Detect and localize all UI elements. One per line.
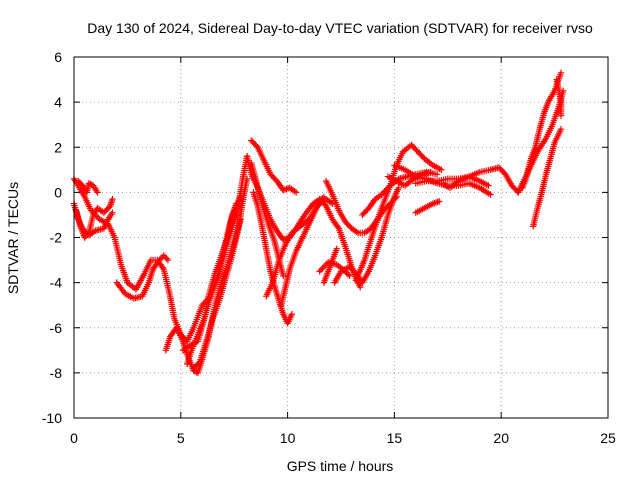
series-satellite-track-30 [553,76,565,119]
data-point-marker [200,300,207,307]
x-tick-label: 0 [70,430,78,446]
data-point-marker [500,169,508,177]
data-point-marker [87,207,95,214]
y-tick-label: -2 [50,230,63,246]
data-point-marker [161,253,169,261]
data-point-marker [395,184,402,192]
data-point-marker [253,142,260,150]
x-tick-label: 25 [600,430,616,446]
series-satellite-track-15 [277,193,328,309]
data-point-marker [82,232,90,240]
data-point-marker [334,223,341,231]
data-point-marker [164,256,172,264]
x-tick-label: 20 [493,430,509,446]
series-satellite-track-25 [438,173,492,192]
series-satellite-track-26 [412,198,443,216]
series-satellite-track-20 [352,141,445,284]
data-point-marker [557,126,565,133]
y-tick-label: 4 [54,94,62,110]
data-point-marker [344,271,352,278]
data-point-marker [487,191,494,198]
data-point-marker [316,198,323,205]
series-satellite-track-4 [75,177,101,196]
data-point-marker [195,359,202,367]
data-point-marker [316,268,323,275]
series-satellite-track-5 [113,252,172,302]
series-satellite-track-22 [384,168,434,189]
plot-frame [73,56,609,419]
series-satellite-track-8 [179,193,244,354]
series-satellite-track-19 [331,184,402,286]
y-tick-label: -8 [50,365,63,381]
series-satellite-track-9 [190,175,251,372]
data-point-marker [81,234,88,241]
data-point-marker [85,180,93,187]
data-point-marker [379,189,387,197]
data-point-marker [385,183,392,191]
x-tick-label: 10 [280,430,296,446]
series-satellite-track-3 [72,195,116,241]
data-point-marker [160,252,167,259]
data-point-marker [357,283,364,291]
data-point-marker [438,166,445,174]
y-tick-label: -4 [50,275,63,291]
data-point-marker [94,189,101,196]
series-satellite-track-28 [530,126,565,230]
y-axis-label: SDTVAR / TECUs [5,182,21,294]
data-point-marker [436,198,443,205]
y-tick-label: 2 [54,139,62,155]
data-point-marker [333,245,340,252]
data-point-marker [109,195,116,203]
data-point-marker [76,179,83,186]
data-point-marker [557,69,565,76]
data-point-marker [320,263,328,271]
data-point-marker [427,168,434,176]
data-marks [70,69,567,377]
data-point-marker [163,255,170,262]
series-satellite-track-17 [320,245,340,286]
x-tick-label: 15 [387,430,403,446]
series-satellite-track-24 [412,164,522,196]
data-point-marker [384,185,391,192]
data-point-marker [317,266,325,274]
data-point-marker [346,272,353,280]
data-point-marker [84,231,91,238]
chart-title: Day 130 of 2024, Sidereal Day-to-day VTE… [87,20,593,36]
x-tick-label: 5 [177,430,185,446]
data-point-marker [557,112,565,119]
data-point-marker [382,186,390,194]
data-point-marker [433,171,441,178]
data-point-marker [320,193,328,201]
data-point-marker [75,177,82,185]
data-point-marker [485,182,492,189]
data-point-marker [198,301,206,309]
y-tick-label: 6 [54,49,62,65]
data-point-marker [280,272,287,280]
tick-labels: 0 5 10 15 20 25 -10 -8 -6 -4 -2 0 2 4 6 [42,49,616,446]
data-point-marker [317,196,325,204]
x-axis-label: GPS time / hours [287,458,394,474]
data-point-marker [157,255,165,262]
data-point-marker [319,195,326,202]
y-tick-label: -10 [42,410,62,426]
data-point-marker [288,311,296,318]
data-point-marker [378,191,385,198]
data-point-marker [159,264,166,271]
data-point-marker [109,209,116,216]
data-point-marker [243,175,251,183]
grid [74,57,608,418]
data-point-marker [87,180,94,188]
data-point-marker [381,188,388,195]
data-point-marker [292,189,300,196]
y-tick-label: -6 [50,320,63,336]
series-satellite-track-10 [248,137,300,196]
data-point-marker [156,256,163,264]
data-point-marker [319,265,326,272]
y-tick-label: 0 [54,184,62,200]
